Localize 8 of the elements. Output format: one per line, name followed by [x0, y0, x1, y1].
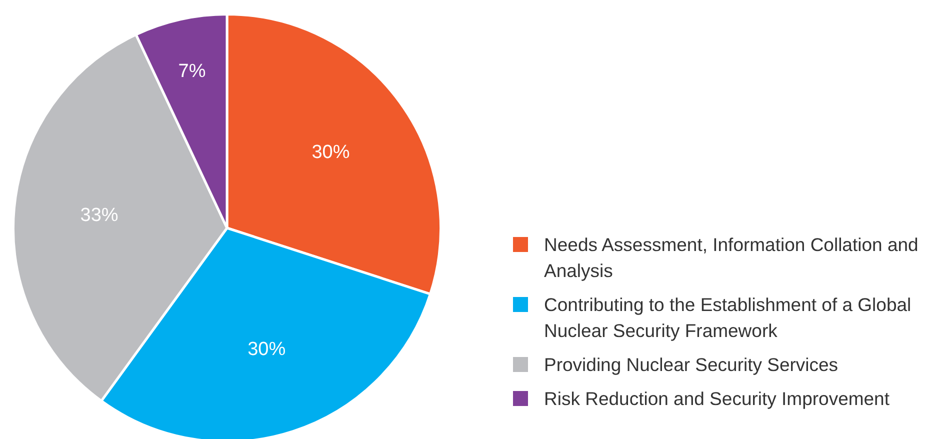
data-label: 30%	[312, 142, 350, 163]
data-label: 30%	[248, 339, 286, 360]
legend-label: Contributing to the Establishment of a Global Nuclear Security Framework	[544, 293, 912, 343]
data-label: 7%	[178, 60, 206, 82]
legend-label: Needs Assessment, Information Collation and Analysis	[544, 233, 920, 283]
legend-label: Risk Reduction and Security Improvement	[544, 387, 890, 411]
legend-label: Providing Nuclear Security Services	[544, 353, 838, 377]
data-label: 33%	[80, 205, 118, 226]
